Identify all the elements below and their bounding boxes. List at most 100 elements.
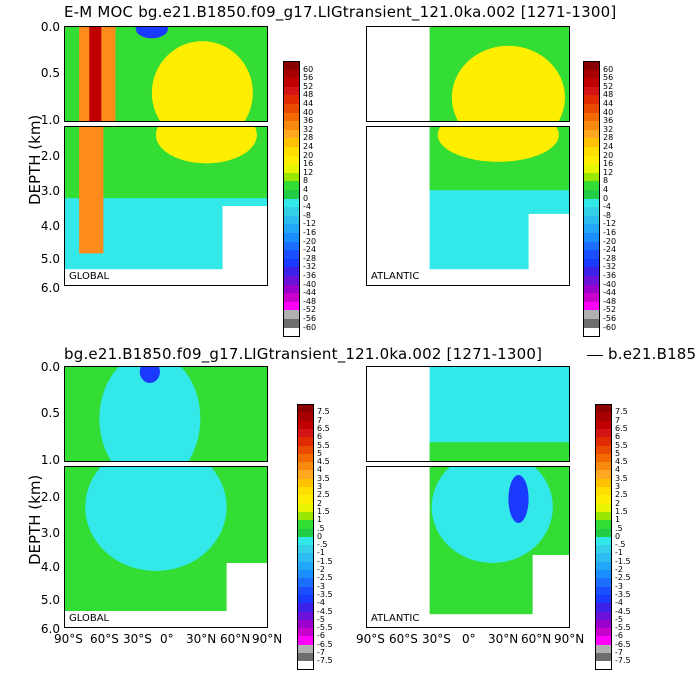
colorbar-level-label: -56	[303, 314, 317, 323]
colorbar-swatch	[283, 172, 300, 182]
colorbar-level-label: -6.5	[317, 639, 333, 649]
colorbar-level-label: -.5	[615, 540, 626, 550]
colorbar-swatch	[297, 478, 314, 488]
contour-band	[99, 367, 201, 461]
colorbar-swatch	[595, 503, 612, 513]
colorbar-swatch	[595, 412, 612, 422]
colorbar-swatch	[583, 78, 600, 88]
ytick-lower-2-2: 4.0	[40, 560, 60, 574]
colorbar-swatch	[583, 276, 600, 285]
colorbar-swatch	[583, 95, 600, 105]
colorbar-swatch	[595, 628, 612, 638]
colorbar-swatch	[595, 561, 612, 571]
ytick-upper-1-2: 1.0	[40, 113, 60, 127]
colorbar-swatch	[595, 487, 612, 496]
colorbar-swatch	[297, 495, 314, 505]
colorbar-level-label: 3	[317, 482, 323, 491]
colorbar-level-label: 24	[303, 142, 314, 151]
colorbar-swatch	[583, 241, 600, 251]
colorbar-swatch	[583, 250, 600, 260]
colorbar-level-label: 8	[603, 176, 609, 186]
colorbar-level-label: -8	[603, 210, 611, 220]
colorbar-level-label: 40	[303, 107, 314, 117]
colorbar-level-label: -32	[303, 262, 317, 272]
colorbar-swatch	[297, 453, 314, 463]
contour-band	[222, 206, 267, 285]
colorbar-level-label: 2	[317, 498, 323, 508]
colorbar-swatch	[283, 250, 300, 260]
colorbar-swatch	[297, 487, 314, 496]
global-lower-panel-1: GLOBAL	[64, 126, 268, 286]
colorbar-swatch	[595, 437, 612, 447]
colorbar-swatch	[583, 129, 600, 139]
colorbar-level-label: 0	[303, 193, 309, 203]
colorbar-level-label: 3.5	[615, 473, 628, 483]
colorbar-swatch	[595, 445, 612, 455]
colorbar-swatch	[583, 69, 600, 79]
colorbar-level-label: -20	[303, 236, 317, 246]
colorbar-swatch	[283, 69, 300, 79]
colorbar-level-label: 28	[303, 133, 314, 143]
contour-band	[528, 213, 569, 285]
colorbar-level-label: 40	[603, 107, 614, 117]
colorbar-level-label: 52	[303, 81, 314, 91]
colorbar-level-label: 56	[603, 73, 614, 83]
colorbar-level-label: 6.5	[615, 423, 628, 433]
colorbar-swatch	[583, 121, 600, 131]
bottom-title-marker	[587, 355, 603, 356]
colorbar-level-label: -6	[615, 631, 623, 641]
colorbar-swatch	[583, 207, 600, 217]
colorbar-swatch	[595, 636, 612, 646]
colorbar-level-label: -2	[615, 565, 623, 574]
xtick-left-5: 60°N	[220, 632, 251, 646]
colorbar-swatch	[283, 112, 300, 122]
contour-band	[135, 27, 169, 39]
colorbar-swatch	[595, 520, 612, 530]
colorbar-swatch	[595, 404, 612, 413]
xtick-left-2: 30°S	[123, 632, 152, 646]
colorbar-swatch	[297, 528, 314, 538]
colorbar-swatch	[595, 594, 612, 604]
colorbar-swatch	[283, 61, 300, 70]
contour-band	[226, 563, 267, 627]
xtick-left-4: 30°N	[186, 632, 217, 646]
colorbar-swatch	[297, 536, 314, 546]
colorbar-level-label: -7	[615, 648, 623, 657]
colorbar-level-label: -44	[303, 288, 317, 298]
colorbar-swatch	[595, 528, 612, 538]
colorbar-level-label: 7	[615, 415, 621, 425]
colorbar-swatch	[297, 462, 314, 472]
colorbar-level-label: -16	[603, 228, 617, 237]
colorbar-level-label: -3	[615, 581, 623, 591]
colorbar-level-label: -40	[603, 279, 617, 289]
colorbar-swatch	[283, 147, 300, 156]
xtick-left-0: 90°S	[54, 632, 83, 646]
colorbar-level-label: 2	[615, 498, 621, 508]
global-region-label-2: GLOBAL	[69, 613, 110, 624]
colorbar-level-label: 32	[303, 124, 314, 134]
bottom-ylabel: DEPTH (km)	[26, 474, 44, 565]
colorbar-level-label: -3.5	[317, 589, 333, 599]
colorbar-level-label: 7.5	[615, 407, 628, 417]
colorbar-level-label: -52	[303, 305, 317, 315]
colorbar-level-label: -36	[303, 271, 317, 280]
colorbar-level-label: 44	[603, 99, 614, 108]
colorbar-level-label: 24	[603, 142, 614, 151]
colorbar-swatch	[583, 319, 600, 328]
colorbar-swatch	[283, 78, 300, 88]
contour-field	[65, 367, 267, 461]
colorbar-swatch	[283, 138, 300, 148]
colorbar-swatch	[595, 578, 612, 588]
contour-band	[85, 467, 227, 571]
colorbar-swatch	[595, 462, 612, 472]
colorbar-level-label: -28	[303, 253, 317, 263]
ytick-lower-1-0: 2.0	[40, 149, 60, 163]
ytick-upper-1-0: 0.0	[40, 20, 60, 34]
colorbar-level-label: -1	[615, 548, 623, 558]
ytick-lower-1-3: 5.0	[40, 252, 60, 266]
colorbar-level-label: 3	[615, 482, 621, 491]
colorbar-level-label: 1.5	[615, 506, 628, 516]
colorbar-level-label: 0	[615, 531, 621, 541]
colorbar-swatch	[283, 86, 300, 96]
colorbar-swatch	[283, 224, 300, 234]
